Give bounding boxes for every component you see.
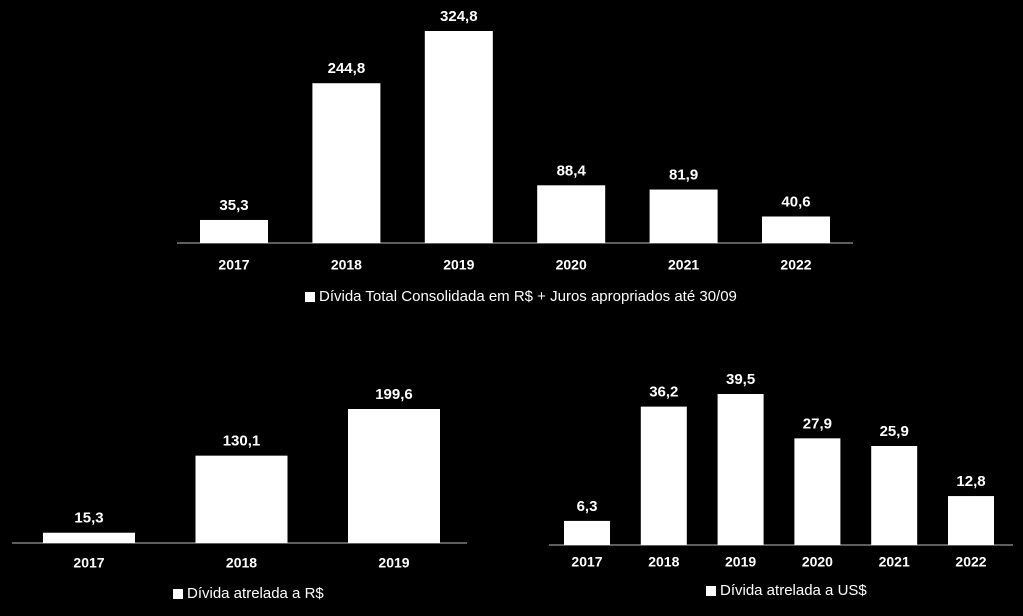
legend-swatch <box>706 586 716 596</box>
bar <box>537 185 606 243</box>
x-tick-label: 2021 <box>668 257 699 273</box>
legend-swatch <box>173 589 183 599</box>
x-tick-label: 2018 <box>226 555 257 571</box>
bar <box>871 445 918 545</box>
x-tick-label: 2022 <box>780 257 811 273</box>
x-tick-label: 2019 <box>378 555 409 571</box>
x-tick-label: 2017 <box>571 554 602 570</box>
data-label: 6,3 <box>577 498 598 515</box>
data-label: 39,5 <box>726 371 755 388</box>
x-tick-label: 2020 <box>556 257 587 273</box>
x-tick-label: 2021 <box>879 554 910 570</box>
bar <box>312 83 381 243</box>
data-label: 36,2 <box>649 384 678 401</box>
x-tick-label: 2020 <box>802 554 833 570</box>
data-label: 40,6 <box>781 193 810 210</box>
x-tick-label: 2017 <box>73 555 104 571</box>
x-tick-label: 2019 <box>725 554 756 570</box>
data-label: 88,4 <box>557 162 587 179</box>
legend-label: Dívida Total Consolidada em R$ + Juros a… <box>319 288 737 305</box>
data-label: 35,3 <box>219 197 248 214</box>
bar <box>564 520 610 545</box>
bar <box>43 532 135 543</box>
bar <box>348 409 440 543</box>
bar <box>424 31 493 243</box>
x-tick-label: 2022 <box>955 554 986 570</box>
bar <box>794 438 841 545</box>
data-label: 199,6 <box>375 386 413 403</box>
legend-label: Dívida atrelada a R$ <box>187 585 324 602</box>
data-label: 324,8 <box>440 8 478 25</box>
x-tick-label: 2018 <box>648 554 679 570</box>
bar <box>649 189 718 243</box>
data-label: 130,1 <box>223 433 261 450</box>
data-label: 244,8 <box>328 60 366 77</box>
data-label: 27,9 <box>803 415 832 432</box>
data-label: 81,9 <box>669 167 698 184</box>
data-label: 15,3 <box>74 510 103 527</box>
data-label: 25,9 <box>880 423 909 440</box>
bar <box>717 394 764 545</box>
bar <box>640 406 687 545</box>
x-tick-label: 2019 <box>443 257 474 273</box>
legend-label: Dívida atrelada a US$ <box>720 582 867 599</box>
legend-swatch <box>305 292 315 302</box>
x-tick-label: 2018 <box>331 257 362 273</box>
data-label: 12,8 <box>956 473 985 490</box>
bar <box>762 216 830 243</box>
bar <box>200 219 268 243</box>
bar <box>195 455 288 543</box>
bar <box>948 496 994 545</box>
x-tick-label: 2017 <box>218 257 249 273</box>
